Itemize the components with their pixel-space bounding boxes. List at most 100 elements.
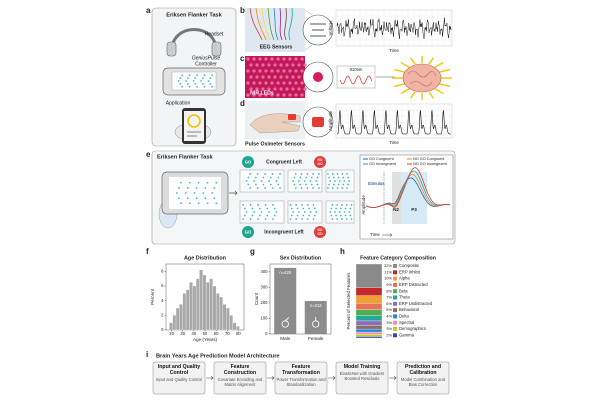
pulse-wave xyxy=(336,110,451,135)
stimulus-dot xyxy=(211,85,213,88)
stimulus-dot xyxy=(253,180,255,182)
histogram-bar xyxy=(212,285,217,331)
stimulus-dot xyxy=(242,204,244,206)
stimulus-dot xyxy=(277,183,280,186)
x-tick-label: 60 xyxy=(214,331,219,336)
stimulus-dot xyxy=(243,207,246,210)
stimulus-dot xyxy=(349,214,352,217)
stimulus-dot xyxy=(272,204,274,206)
stimulus-dot xyxy=(308,214,310,217)
panel-label: f xyxy=(146,247,149,256)
eeg-wire xyxy=(284,7,287,41)
stimulus-dot xyxy=(338,211,341,213)
app-bar xyxy=(187,135,197,137)
led xyxy=(249,63,253,67)
value-label: 3% xyxy=(386,326,392,331)
step-text: Input and Quality Control Input and Quali… xyxy=(154,363,204,383)
no-go-label: GO xyxy=(317,162,323,166)
y-tick-label: 400 xyxy=(261,269,269,274)
stimulus-dot xyxy=(196,85,198,88)
zoom-line xyxy=(304,9,313,16)
step-box xyxy=(213,361,267,395)
stimulus-dot xyxy=(203,85,206,88)
legend-swatch xyxy=(393,301,397,306)
led xyxy=(261,75,265,79)
led xyxy=(270,81,274,85)
stimulus-dot xyxy=(330,207,333,210)
no-go-badge xyxy=(314,226,326,238)
x-tick-label: 50 xyxy=(203,331,208,336)
app-gauge xyxy=(187,114,201,128)
stimulus-dot xyxy=(279,173,281,175)
axis-label: Count xyxy=(254,292,259,305)
legend-label: Delta xyxy=(399,314,409,319)
stimulus-dot xyxy=(215,202,218,205)
stimulus-dot xyxy=(186,82,189,85)
led xyxy=(303,87,307,91)
arrow xyxy=(389,376,397,380)
x-tick-label: 70 xyxy=(225,331,230,336)
y-tick-label: 0 xyxy=(161,327,164,332)
stacked-segment xyxy=(355,328,383,333)
stimulus-dot xyxy=(312,187,315,189)
stimulus-dot xyxy=(341,218,343,220)
legend-label: GO Incongruent xyxy=(369,162,397,166)
stimulus-dot xyxy=(301,218,303,220)
sun-ray xyxy=(438,68,450,73)
stimulus-dot xyxy=(318,173,320,175)
sun-ray xyxy=(428,57,435,65)
legend-swatch xyxy=(393,327,397,331)
legend-label: NO GO Incongruent xyxy=(413,162,448,166)
stimulus-dot xyxy=(293,176,296,179)
led xyxy=(279,75,283,79)
stimulus-dot xyxy=(202,192,205,194)
sun-ray xyxy=(400,88,410,95)
stimulus-dot xyxy=(290,207,293,210)
led xyxy=(258,81,262,85)
sun-ray xyxy=(434,61,444,68)
erp-curve xyxy=(365,167,451,208)
stimulus-dot xyxy=(266,207,269,210)
window-label: P3 xyxy=(411,207,417,212)
stimulus-dot xyxy=(329,211,332,213)
histogram-bar xyxy=(189,282,193,331)
panel-label: c xyxy=(240,54,245,63)
sun-ray xyxy=(394,68,406,73)
stacked-segment xyxy=(355,325,383,330)
stimulus-dot xyxy=(327,173,329,175)
stimulus-dot xyxy=(186,186,189,189)
sun-ray xyxy=(409,57,416,65)
stimulus-dot xyxy=(251,207,254,210)
led xyxy=(288,57,292,61)
legend-label: ERP Inhibit xyxy=(399,269,421,274)
stimulus-dot xyxy=(309,211,312,213)
go-label: GO xyxy=(245,159,252,164)
stimulus-dot xyxy=(264,187,266,189)
legend-swatch xyxy=(393,314,397,319)
stimulus-dot xyxy=(336,204,339,206)
sensor-label: EEG Sensors xyxy=(260,44,293,50)
stimulus-dot xyxy=(258,207,261,210)
stimulus-dot xyxy=(201,77,204,80)
stimulus-dot xyxy=(342,176,345,179)
stimulus-dot xyxy=(336,187,339,189)
stimulus-dot xyxy=(262,176,265,179)
stimulus-dot xyxy=(179,82,182,85)
panel-label: i xyxy=(146,350,148,359)
histogram-bar xyxy=(169,322,173,331)
step-title: Model Training xyxy=(343,364,381,370)
stimulus-dot xyxy=(297,211,300,213)
stimulus-dot xyxy=(242,218,244,220)
panel-title: Eriksen Flanker Task xyxy=(157,154,213,160)
legend-swatch xyxy=(393,276,397,281)
stimulus-dot xyxy=(305,183,307,186)
led xyxy=(249,87,253,91)
led xyxy=(264,93,268,97)
brain-fold xyxy=(407,70,437,87)
value-label: 2% xyxy=(386,332,392,337)
led xyxy=(297,87,301,91)
led xyxy=(246,93,250,97)
